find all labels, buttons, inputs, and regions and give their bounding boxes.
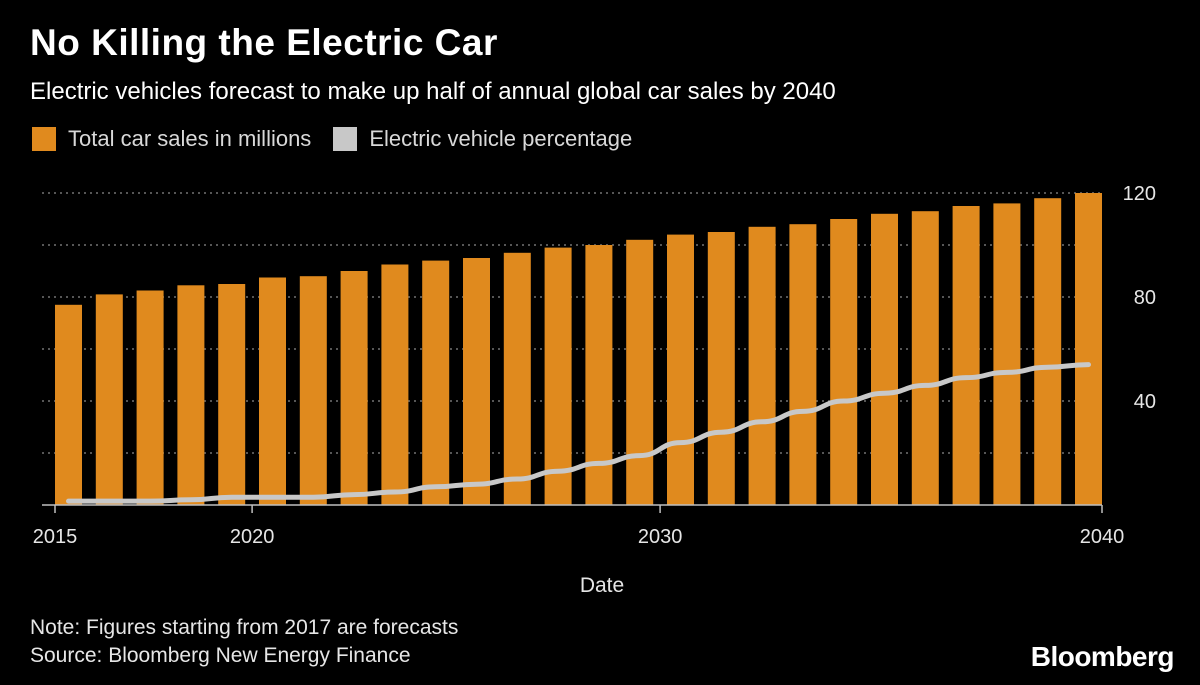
footer-note: Note: Figures starting from 2017 are for… [30, 616, 459, 639]
bar-2023 [381, 264, 409, 505]
chart-subtitle: Electric vehicles forecast to make up ha… [30, 78, 836, 105]
legend-label-ev-percentage: Electric vehicle percentage [369, 126, 633, 151]
bar-2022 [340, 271, 368, 505]
x-tick-label-2020: 2020 [230, 526, 275, 548]
bar-2018 [177, 285, 205, 505]
bar-2034 [830, 219, 858, 505]
bar-2031 [707, 232, 735, 505]
bar-2038 [993, 203, 1021, 505]
bar-2029 [626, 239, 654, 506]
bar-2033 [789, 224, 817, 505]
ev-percentage-line [66, 362, 1091, 504]
bar-2036 [911, 211, 939, 505]
chart-title: No Killing the Electric Car [30, 22, 498, 63]
bar-2024 [422, 260, 450, 505]
legend-swatch-car-sales [32, 127, 56, 151]
bar-2032 [748, 226, 776, 506]
legend-item-ev-percentage: Electric vehicle percentage [333, 126, 632, 152]
bar-2027 [544, 247, 572, 505]
bar-2035 [871, 213, 898, 506]
x-tick-label-2030: 2030 [638, 526, 683, 548]
legend-label-car-sales: Total car sales in millions [68, 126, 312, 151]
y-tick-label-40: 40 [1134, 391, 1156, 413]
legend: Total car sales in millions Electric veh… [32, 126, 654, 152]
legend-item-car-sales: Total car sales in millions [32, 126, 311, 152]
x-axis-title: Date [580, 574, 624, 597]
bar-2040 [1075, 193, 1102, 505]
footer-source: Source: Bloomberg New Energy Finance [30, 644, 411, 667]
bar-2015 [55, 304, 82, 505]
y-tick-label-120: 120 [1123, 183, 1156, 205]
chart-plot: 40 80 120 2015 2020 2030 2040 Date [33, 183, 1156, 597]
bar-2025 [463, 258, 490, 505]
footer: Note: Figures starting from 2017 are for… [30, 614, 458, 670]
bar-2026 [503, 252, 531, 505]
x-tick-label-2015: 2015 [33, 526, 78, 548]
bar-2017 [136, 290, 164, 505]
bar-2021 [299, 276, 327, 505]
bar-2039 [1034, 198, 1062, 505]
legend-swatch-ev-percentage [333, 127, 358, 151]
bar-2030 [667, 234, 694, 505]
bar-layer [55, 193, 1102, 506]
axis-layer: 40 80 120 2015 2020 2030 2040 [33, 183, 1156, 548]
bar-2020 [259, 277, 286, 505]
line-layer [66, 362, 1091, 504]
bar-2016 [95, 294, 123, 505]
bar-2019 [218, 284, 246, 505]
y-tick-label-80: 80 [1134, 287, 1156, 309]
bar-2037 [952, 206, 980, 505]
x-tick-label-2040: 2040 [1080, 526, 1125, 548]
bloomberg-logo: Bloomberg [1030, 641, 1175, 672]
